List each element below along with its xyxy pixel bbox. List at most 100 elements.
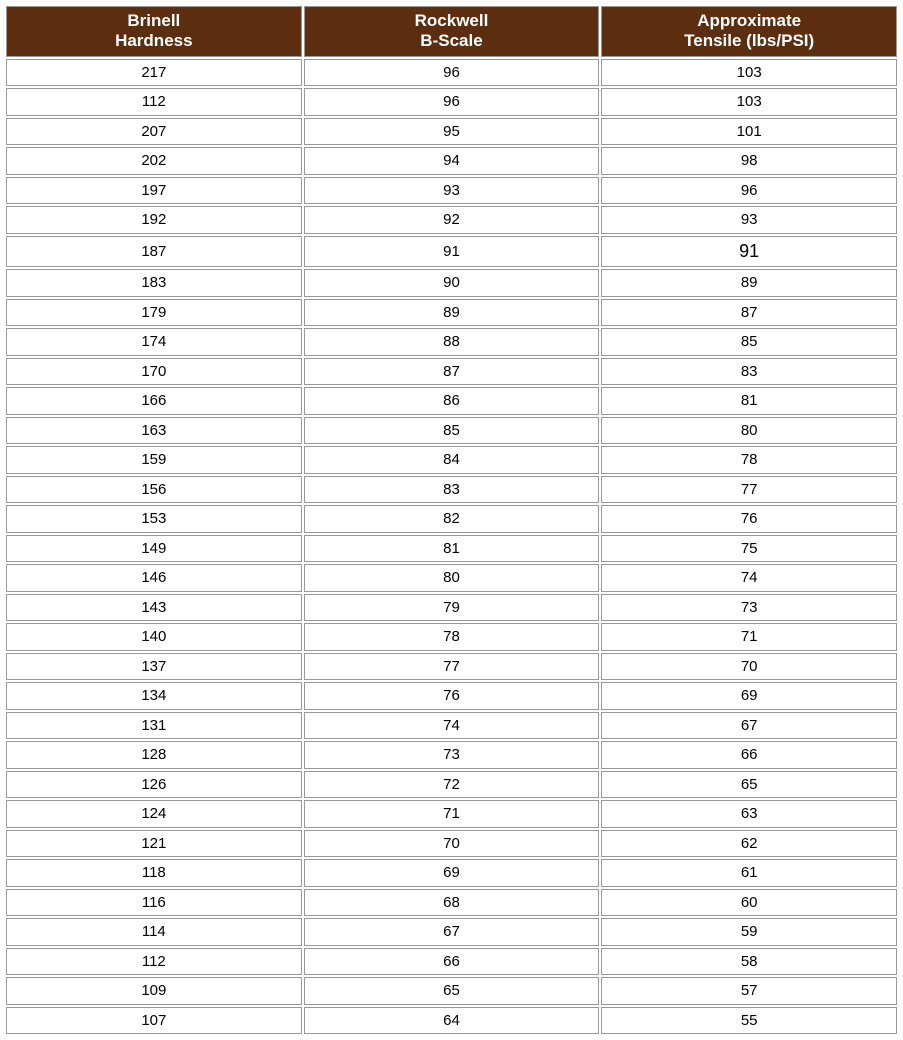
table-cell: 101 [601,118,897,146]
col-header-rockwell: Rockwell B-Scale [304,6,600,57]
table-cell: 67 [601,712,897,740]
table-cell: 159 [6,446,302,474]
table-row: 1267265 [6,771,897,799]
table-cell: 207 [6,118,302,146]
table-cell: 65 [601,771,897,799]
table-row: 1186961 [6,859,897,887]
table-cell: 107 [6,1007,302,1035]
table-cell: 96 [601,177,897,205]
table-cell: 109 [6,977,302,1005]
table-cell: 82 [304,505,600,533]
table-cell: 65 [304,977,600,1005]
table-cell: 179 [6,299,302,327]
table-cell: 170 [6,358,302,386]
table-row: 20795101 [6,118,897,146]
table-row: 1166860 [6,889,897,917]
table-cell: 66 [304,948,600,976]
table-cell: 149 [6,535,302,563]
table-cell: 85 [304,417,600,445]
table-cell: 89 [601,269,897,297]
table-cell: 217 [6,59,302,87]
table-cell: 112 [6,88,302,116]
table-cell: 70 [304,830,600,858]
table-row: 1468074 [6,564,897,592]
header-line2: Hardness [115,31,192,50]
table-header-row: Brinell Hardness Rockwell B-Scale Approx… [6,6,897,57]
table-row: 1538276 [6,505,897,533]
header-line2: Tensile (lbs/PSI) [684,31,814,50]
table-cell: 72 [304,771,600,799]
table-cell: 202 [6,147,302,175]
table-cell: 126 [6,771,302,799]
table-cell: 143 [6,594,302,622]
header-line1: Rockwell [415,11,489,30]
table-cell: 64 [304,1007,600,1035]
table-row: 1076455 [6,1007,897,1035]
table-cell: 163 [6,417,302,445]
table-cell: 77 [304,653,600,681]
table-cell: 187 [6,236,302,267]
table-cell: 58 [601,948,897,976]
table-cell: 93 [601,206,897,234]
table-cell: 69 [601,682,897,710]
table-cell: 131 [6,712,302,740]
table-cell: 76 [601,505,897,533]
table-cell: 87 [304,358,600,386]
table-cell: 121 [6,830,302,858]
table-cell: 98 [601,147,897,175]
table-cell: 83 [304,476,600,504]
table-cell: 95 [304,118,600,146]
table-cell: 71 [304,800,600,828]
table-cell: 78 [304,623,600,651]
table-cell: 146 [6,564,302,592]
table-row: 1096557 [6,977,897,1005]
table-cell: 73 [601,594,897,622]
table-row: 1879191 [6,236,897,267]
table-cell: 118 [6,859,302,887]
table-cell: 197 [6,177,302,205]
table-cell: 93 [304,177,600,205]
header-line1: Approximate [697,11,801,30]
table-body: 2179610311296103207951012029498197939619… [6,59,897,1034]
table-row: 1929293 [6,206,897,234]
table-row: 2029498 [6,147,897,175]
table-row: 1748885 [6,328,897,356]
table-cell: 55 [601,1007,897,1035]
table-cell: 79 [304,594,600,622]
table-cell: 69 [304,859,600,887]
table-row: 1317467 [6,712,897,740]
header-line1: Brinell [127,11,180,30]
table-row: 1247163 [6,800,897,828]
table-cell: 80 [304,564,600,592]
table-cell: 94 [304,147,600,175]
table-row: 1217062 [6,830,897,858]
table-cell: 81 [601,387,897,415]
table-cell: 57 [601,977,897,1005]
table-cell: 78 [601,446,897,474]
table-row: 1668681 [6,387,897,415]
table-cell: 112 [6,948,302,976]
table-cell: 62 [601,830,897,858]
header-line2: B-Scale [420,31,482,50]
table-cell: 81 [304,535,600,563]
table-cell: 80 [601,417,897,445]
col-header-brinell: Brinell Hardness [6,6,302,57]
table-cell: 134 [6,682,302,710]
table-cell: 75 [601,535,897,563]
table-row: 1347669 [6,682,897,710]
table-cell: 76 [304,682,600,710]
table-cell: 183 [6,269,302,297]
table-row: 1377770 [6,653,897,681]
table-row: 1126658 [6,948,897,976]
table-cell: 156 [6,476,302,504]
table-cell: 74 [601,564,897,592]
table-cell: 73 [304,741,600,769]
table-cell: 91 [601,236,897,267]
table-cell: 137 [6,653,302,681]
table-row: 21796103 [6,59,897,87]
table-row: 1146759 [6,918,897,946]
table-row: 1498175 [6,535,897,563]
table-row: 1798987 [6,299,897,327]
table-row: 1598478 [6,446,897,474]
table-cell: 91 [304,236,600,267]
